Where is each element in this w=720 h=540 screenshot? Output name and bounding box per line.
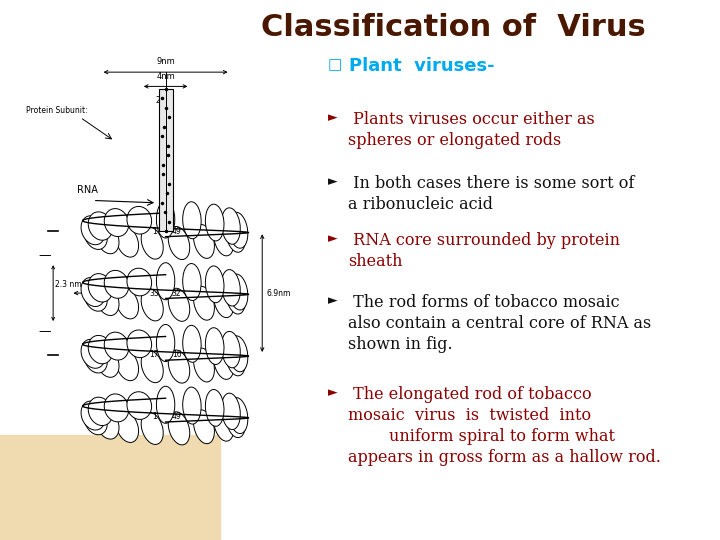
Ellipse shape [116,411,138,442]
Ellipse shape [81,278,105,307]
Ellipse shape [214,345,234,380]
Text: 4nm: 4nm [156,72,175,82]
Text: 1: 1 [152,412,157,421]
Ellipse shape [214,283,234,318]
Text: In both cases there is some sort of
a ribonucleic acid: In both cases there is some sort of a ri… [348,176,634,213]
Text: 49: 49 [172,227,181,236]
Text: 9nm: 9nm [156,57,175,65]
Ellipse shape [141,227,163,259]
Ellipse shape [84,405,107,435]
Ellipse shape [156,262,175,300]
Text: Protein Subunit:: Protein Subunit: [26,105,88,114]
Ellipse shape [84,220,107,249]
Ellipse shape [156,201,175,238]
Ellipse shape [221,332,240,368]
Ellipse shape [168,412,190,445]
Ellipse shape [205,266,224,303]
Ellipse shape [226,279,246,314]
Ellipse shape [141,412,163,444]
Text: —: — [39,248,51,261]
Ellipse shape [89,335,112,364]
Ellipse shape [194,286,215,320]
Text: 33: 33 [150,288,159,298]
Ellipse shape [96,347,119,377]
Ellipse shape [89,212,112,240]
Text: —: — [39,325,51,338]
Ellipse shape [96,223,119,254]
Text: ►: ► [328,232,337,245]
Ellipse shape [221,393,240,430]
Text: 17: 17 [150,350,159,360]
Ellipse shape [205,204,224,241]
Ellipse shape [81,401,105,430]
Text: ►: ► [328,294,337,307]
Ellipse shape [116,349,138,381]
Ellipse shape [127,206,152,234]
Ellipse shape [89,274,112,302]
Ellipse shape [96,285,119,315]
Text: 2nm: 2nm [156,96,173,105]
Ellipse shape [168,350,190,383]
Ellipse shape [84,281,107,311]
Text: 49: 49 [172,412,181,421]
Ellipse shape [81,339,105,368]
Text: Plants viruses occur either as
spheres or elongated rods: Plants viruses occur either as spheres o… [348,111,595,148]
Text: The rod forms of tobacco mosaic
also contain a central core of RNA as
shown in f: The rod forms of tobacco mosaic also con… [348,294,651,353]
Ellipse shape [194,225,215,259]
Text: ►: ► [328,111,337,124]
Ellipse shape [141,350,163,383]
Ellipse shape [183,264,201,301]
Text: RNA: RNA [77,185,98,195]
Ellipse shape [226,217,246,252]
Ellipse shape [194,348,215,382]
Ellipse shape [221,269,240,306]
Text: 2.3 nm: 2.3 nm [55,280,81,289]
Ellipse shape [205,328,224,364]
Ellipse shape [214,407,234,441]
Ellipse shape [81,216,105,245]
Ellipse shape [104,394,129,422]
Ellipse shape [228,274,248,310]
Bar [158,89,173,231]
Ellipse shape [183,325,201,362]
Ellipse shape [104,208,129,237]
Text: RNA core surrounded by protein
sheath: RNA core surrounded by protein sheath [348,232,620,270]
Ellipse shape [205,389,224,426]
Ellipse shape [156,325,175,362]
Ellipse shape [228,397,248,434]
Ellipse shape [228,212,248,248]
Ellipse shape [214,221,234,256]
Ellipse shape [194,410,215,444]
Text: 6.9nm: 6.9nm [267,288,292,298]
Text: The elongated rod of tobacco
mosaic  virus  is  twisted  into
        uniform sp: The elongated rod of tobacco mosaic viru… [348,386,661,466]
Ellipse shape [127,392,152,420]
Ellipse shape [127,268,152,296]
Text: 32: 32 [172,288,181,298]
Ellipse shape [84,343,107,373]
Text: 1: 1 [152,227,157,236]
Ellipse shape [96,409,119,439]
Ellipse shape [116,287,138,319]
Ellipse shape [104,271,129,298]
Ellipse shape [183,387,201,424]
Ellipse shape [127,330,152,357]
Ellipse shape [168,288,190,321]
Ellipse shape [141,289,163,321]
Ellipse shape [183,202,201,239]
Ellipse shape [116,226,138,257]
Ellipse shape [228,336,248,372]
Ellipse shape [89,397,112,426]
Text: ►: ► [328,386,337,399]
Text: ►: ► [328,176,337,188]
Text: □: □ [328,57,342,72]
Text: 16: 16 [172,350,181,360]
Ellipse shape [226,340,246,376]
Ellipse shape [168,226,190,260]
Text: Classification of  Virus: Classification of Virus [261,14,646,43]
Text: Plant  viruses-: Plant viruses- [349,57,495,75]
Ellipse shape [226,402,246,437]
Ellipse shape [156,386,175,423]
Ellipse shape [221,208,240,244]
Ellipse shape [104,332,129,360]
